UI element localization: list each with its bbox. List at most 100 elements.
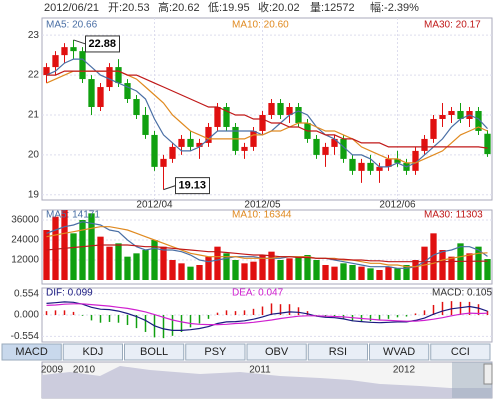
- candle-body: [331, 138, 338, 147]
- volume-bar: [43, 230, 50, 280]
- legend-label: MA10: 16344: [232, 210, 292, 221]
- tab[interactable]: [430, 343, 491, 361]
- tab-label: CCI: [451, 346, 470, 358]
- y-tick-label: 22: [28, 70, 40, 81]
- ma-line: [46, 226, 488, 268]
- candle-body: [268, 103, 275, 115]
- volume-bar: [79, 220, 86, 280]
- y-tick-label: 24000: [11, 235, 39, 246]
- x-tick-label: 2012/04: [136, 200, 173, 211]
- candle-body: [151, 134, 158, 167]
- navigator-handle[interactable]: [483, 363, 493, 385]
- volume-bar: [340, 263, 347, 280]
- candle-body: [259, 114, 266, 131]
- candle-body: [277, 103, 284, 115]
- tab[interactable]: [1, 343, 62, 361]
- volume-bar: [295, 256, 302, 280]
- volume-bar: [304, 255, 311, 280]
- candle-body: [475, 110, 482, 131]
- header-open: 开:20.53: [108, 2, 150, 14]
- y-tick-label: 12000: [11, 255, 39, 266]
- candle-body: [394, 158, 401, 163]
- candle-body: [133, 99, 140, 115]
- volume-panel: [41, 209, 493, 285]
- volume-bar: [106, 246, 113, 280]
- tab[interactable]: [307, 343, 368, 361]
- tab[interactable]: [124, 343, 185, 361]
- tab[interactable]: [369, 343, 430, 361]
- candle-body: [430, 118, 437, 139]
- tab-label: WVAD: [383, 346, 415, 358]
- candle-body: [106, 67, 113, 88]
- y-tick-label: 36000: [11, 215, 39, 226]
- volume-bar: [115, 243, 122, 280]
- volume-bar: [376, 270, 383, 280]
- legend-label: MA5: 14171: [46, 210, 100, 221]
- volume-bar: [196, 265, 203, 280]
- navigator-area: [42, 366, 492, 398]
- navigator-year: 2012: [393, 365, 416, 376]
- annotation-leader: [163, 185, 176, 191]
- y-tick-label: 21: [28, 110, 40, 121]
- header-date: 2012/06/21: [44, 2, 99, 14]
- legend-label: MA30: 20.17: [424, 20, 481, 31]
- header-close: 收:20.02: [258, 0, 300, 14]
- candle-body: [160, 158, 167, 167]
- volume-bar: [187, 266, 194, 280]
- y-tick-label: 0.000: [14, 310, 39, 321]
- candle-body: [196, 142, 203, 147]
- y-tick-label: 23: [28, 30, 40, 41]
- volume-bar: [448, 256, 455, 280]
- price-panel: [41, 17, 493, 201]
- volume-bar: [97, 236, 104, 280]
- candle-body: [367, 162, 374, 171]
- candle-body: [457, 110, 464, 119]
- tab-label: MACD: [15, 346, 47, 358]
- volume-bar: [124, 256, 131, 280]
- candle-body: [169, 146, 176, 159]
- tab[interactable]: [185, 343, 246, 361]
- volume-bar: [439, 250, 446, 280]
- ma-line: [46, 70, 488, 149]
- ma-line: [46, 303, 488, 326]
- volume-bar: [133, 253, 140, 280]
- volume-bar: [286, 258, 293, 280]
- volume-bar: [178, 263, 185, 280]
- tab[interactable]: [62, 343, 123, 361]
- x-tick-label: 2012/06: [379, 200, 416, 211]
- volume-bar: [223, 253, 230, 280]
- volume-bar: [160, 246, 167, 280]
- candle-body: [70, 47, 77, 52]
- header-volume: 量:12572: [310, 1, 355, 14]
- navigator: [41, 361, 493, 399]
- volume-bar: [385, 266, 392, 280]
- candle-body: [43, 67, 50, 76]
- candle-body: [115, 67, 122, 84]
- volume-bar: [88, 213, 95, 280]
- volume-bar: [313, 260, 320, 280]
- volume-bar: [484, 259, 491, 280]
- volume-bar: [412, 260, 419, 280]
- candle-body: [421, 138, 428, 151]
- annotation-box: [175, 177, 210, 195]
- annotation-box: [85, 35, 120, 53]
- volume-bar: [259, 255, 266, 280]
- tab-label: KDJ: [82, 346, 103, 358]
- candle-body: [385, 158, 392, 167]
- navigator-year: 2009: [41, 365, 64, 376]
- candle-body: [205, 126, 212, 143]
- volume-bar: [475, 246, 482, 280]
- volume-bar: [205, 256, 212, 280]
- ma-line: [46, 244, 488, 263]
- volume-bar: [169, 260, 176, 280]
- candle-body: [187, 138, 194, 147]
- legend-label: MACD: 0.105: [432, 288, 492, 299]
- navigator-year: 2011: [249, 365, 271, 376]
- tab-label: BOLL: [140, 346, 168, 358]
- candle-body: [61, 47, 68, 56]
- tab[interactable]: [246, 343, 307, 361]
- volume-bar: [358, 266, 365, 280]
- volume-bar: [466, 253, 473, 280]
- volume-bar: [394, 268, 401, 280]
- annotation-label: 22.88: [89, 38, 117, 50]
